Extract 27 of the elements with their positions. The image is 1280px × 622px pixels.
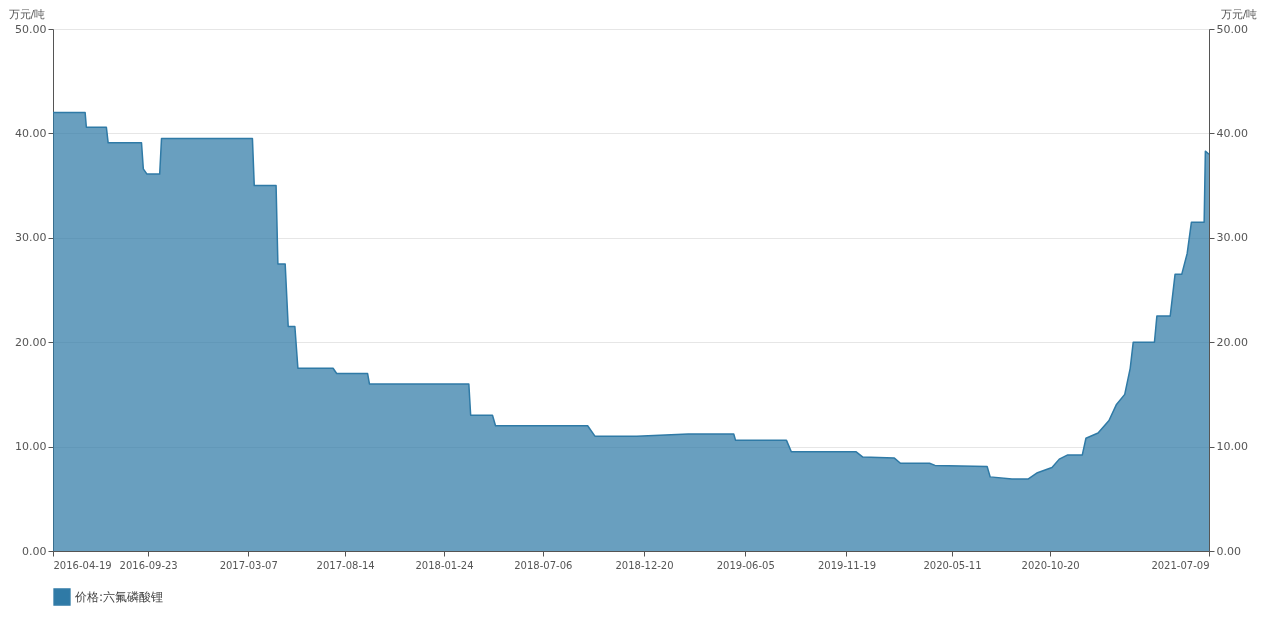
- y2-tick-label: 50.00: [1216, 22, 1248, 36]
- y2-tick-label: 0.00: [1216, 544, 1241, 558]
- y-axis-title: 万元/吨: [8, 7, 46, 21]
- y2-tick-label: 30.00: [1216, 231, 1248, 245]
- y2-tick-label: 10.00: [1216, 440, 1248, 454]
- y-tick-label: 30.00: [15, 231, 47, 245]
- x-tick-label: 2020-05-11: [923, 559, 982, 571]
- y2-tick-label: 20.00: [1216, 335, 1248, 349]
- x-tick-label: 2016-04-19: [53, 559, 112, 571]
- x-tick-label: 2017-03-07: [219, 559, 278, 571]
- legend-label: 价格:六氟磷酸锂: [74, 590, 164, 604]
- y-tick-label: 10.00: [15, 440, 47, 454]
- y-tick-label: 20.00: [15, 335, 47, 349]
- x-tick-label: 2021-07-09: [1151, 559, 1210, 571]
- x-tick-label: 2018-07-06: [514, 559, 573, 571]
- x-tick-label: 2016-09-23: [119, 559, 178, 571]
- x-tick-label: 2017-08-14: [316, 559, 375, 571]
- x-tick-label: 2019-11-19: [817, 559, 877, 571]
- y-tick-label: 40.00: [15, 126, 47, 140]
- x-tick-label: 2018-01-24: [415, 559, 474, 571]
- x-tick-label: 2020-10-20: [1021, 559, 1080, 571]
- x-tick-label: 2019-06-05: [716, 559, 775, 571]
- y-tick-label: 0.00: [22, 544, 47, 558]
- y2-axis-title: 万元/吨: [1220, 7, 1258, 21]
- x-tick-label: 2018-12-20: [615, 559, 674, 571]
- y2-tick-label: 40.00: [1216, 126, 1248, 140]
- y-tick-label: 50.00: [15, 22, 47, 36]
